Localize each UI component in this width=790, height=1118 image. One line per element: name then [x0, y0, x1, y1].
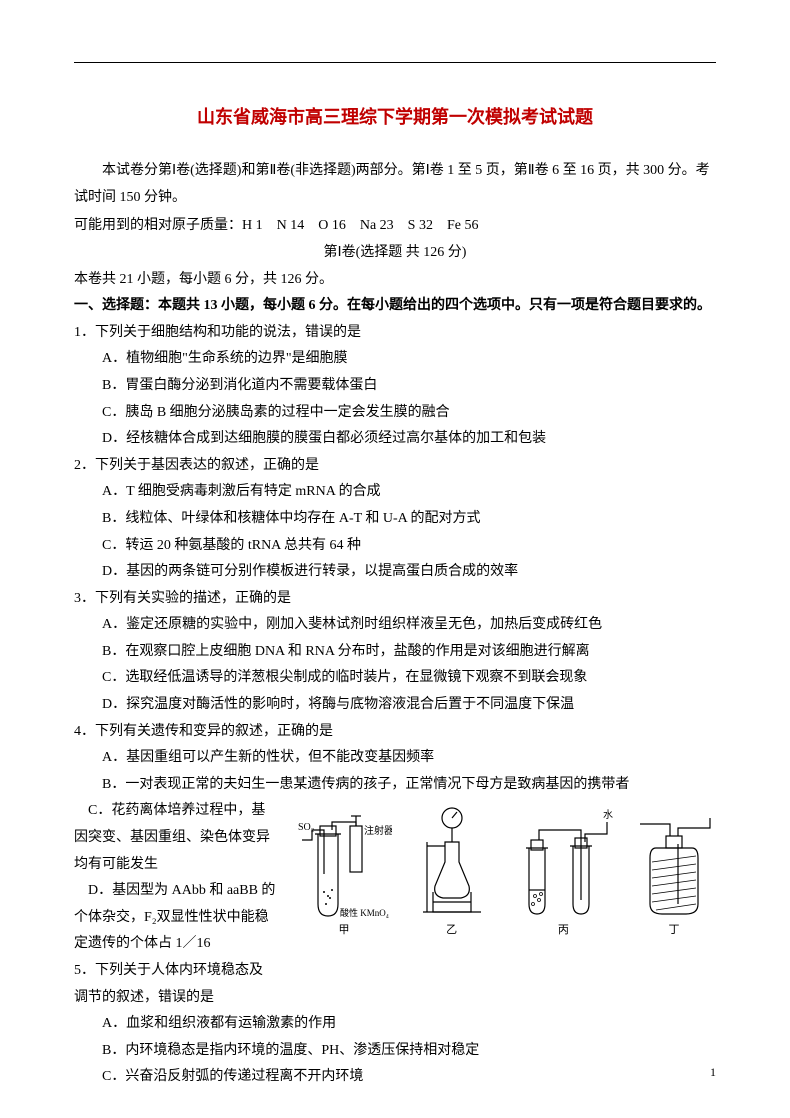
q5-c: C．兴奋沿反射弧的传递过程离不开内环境 — [74, 1064, 716, 1091]
water-label-c: 水 — [603, 809, 613, 821]
q4-d-l2: 个体杂交，F₂双显性性状中能稳 — [74, 905, 288, 932]
syringe-label: 注射器 — [364, 824, 392, 837]
flask-syringe-icon: SO₂ 注射器 酸性 KMnO₄ — [296, 804, 392, 922]
q4-c-l3: 均有可能发生 — [74, 852, 288, 879]
q3-c: C．选取经低温诱导的洋葱根尖制成的临时装片，在显微镜下观察不到联会现象 — [74, 665, 716, 692]
page-number: 1 — [710, 1061, 716, 1084]
intro-p2: 可能用到的相对原子质量：H 1 N 14 O 16 Na 23 S 32 Fe … — [74, 213, 716, 240]
q2-b: B．线粒体、叶绿体和核糖体中均存在 A-T 和 U-A 的配对方式 — [74, 506, 716, 533]
q4-c-l1: C．花药离体培养过程中，基 — [74, 798, 288, 825]
q1-b: B．胃蛋白酶分泌到消化道内不需要载体蛋白 — [74, 373, 716, 400]
q1-d: D．经核糖体合成到达细胞膜的膜蛋白都必须经过高尔基体的加工和包装 — [74, 426, 716, 453]
q4-b: B．一对表现正常的夫妇生一患某遗传病的孩子，正常情况下母方是致病基因的携带者 — [74, 772, 716, 799]
q3-a: A．鉴定还原糖的实验中，刚加入斐林试剂时组织样液呈无色，加热后变成砖红色 — [74, 612, 716, 639]
q4-d-l3: 定遗传的个体占 1／16 — [74, 931, 288, 958]
q2-c: C．转运 20 种氨基酸的 tRNA 总共有 64 种 — [74, 533, 716, 560]
label-c: 丙 — [558, 924, 569, 937]
apparatus-b: 乙 — [409, 804, 495, 937]
q5-stem-l1: 5．下列关于人体内环境稳态及 — [74, 958, 288, 985]
top-rule — [74, 62, 716, 63]
q3-stem: 3．下列有关实验的描述，正确的是 — [74, 586, 716, 613]
q4-text-col: C．花药离体培养过程中，基 因突变、基因重组、染色体变异 均有可能发生 D．基因… — [74, 798, 288, 984]
q4-wrap: C．花药离体培养过程中，基 因突变、基因重组、染色体变异 均有可能发生 D．基因… — [74, 798, 716, 984]
intro-p1: 本试卷分第Ⅰ卷(选择题)和第Ⅱ卷(非选择题)两部分。第Ⅰ卷 1 至 5 页，第Ⅱ… — [74, 158, 716, 211]
q5-stem-l2: 调节的叙述，错误的是 — [74, 985, 716, 1012]
q4-c-l2: 因突变、基因重组、染色体变异 — [74, 825, 288, 852]
q4-d-l1: D．基因型为 AAbb 和 aaBB 的 — [74, 878, 288, 905]
q1-a: A．植物细胞"生命系统的边界"是细胞膜 — [74, 346, 716, 373]
q5-b: B．内环境稳态是指内环境的温度、PH、渗透压保持相对稳定 — [74, 1038, 716, 1065]
q3-d: D．探究温度对酶活性的影响时，将酶与底物溶液混合后置于不同温度下保温 — [74, 692, 716, 719]
label-d: 丁 — [668, 924, 679, 937]
q4-stem: 4．下列有关遗传和变异的叙述，正确的是 — [74, 719, 716, 746]
q2-d: D．基因的两条链可分别作模板进行转录，以提高蛋白质合成的效率 — [74, 559, 716, 586]
q1-c: C．胰岛 B 细胞分泌胰岛素的过程中一定会发生膜的融合 — [74, 400, 716, 427]
label-b: 乙 — [446, 924, 457, 937]
apparatus-c: 水 丙 — [511, 804, 615, 937]
q4-a: A．基因重组可以产生新的性状，但不能改变基因频率 — [74, 745, 716, 772]
q5-a: A．血浆和组织液都有运输激素的作用 — [74, 1011, 716, 1038]
label-a: 甲 — [339, 924, 350, 937]
part1-header: 第Ⅰ卷(选择题 共 126 分) — [74, 240, 716, 267]
intro-p3: 本卷共 21 小题，每小题 6 分，共 126 分。 — [74, 267, 716, 294]
q2-stem: 2．下列关于基因表达的叙述，正确的是 — [74, 453, 716, 480]
q2-a: A．T 细胞受病毒刺激后有特定 mRNA 的合成 — [74, 479, 716, 506]
bottle-icon — [632, 804, 716, 922]
q3-b: B．在观察口腔上皮细胞 DNA 和 RNA 分布时，盐酸的作用是对该细胞进行解离 — [74, 639, 716, 666]
q1-stem: 1．下列关于细胞结构和功能的说法，错误的是 — [74, 320, 716, 347]
apparatus-figure: SO₂ 注射器 酸性 KMnO₄ 甲 — [296, 798, 716, 937]
gauge-beaker-icon — [409, 804, 495, 922]
section1-head: 一、选择题：本题共 13 小题，每小题 6 分。在每小题给出的四个选项中。只有一… — [74, 293, 716, 320]
kmno4-label: 酸性 KMnO₄ — [340, 907, 389, 918]
doc-title: 山东省威海市高三理综下学期第一次模拟考试试题 — [74, 100, 716, 134]
so2-label: SO₂ — [298, 822, 314, 833]
gas-collect-icon: 水 — [511, 804, 615, 922]
apparatus-d: 丁 — [632, 804, 716, 937]
apparatus-a: SO₂ 注射器 酸性 KMnO₄ 甲 — [296, 804, 392, 937]
